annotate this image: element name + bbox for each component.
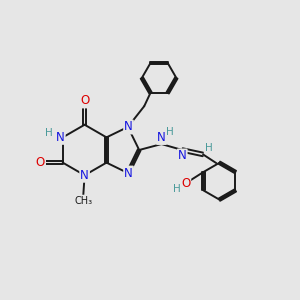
Text: O: O xyxy=(181,177,190,190)
Text: CH₃: CH₃ xyxy=(74,196,92,206)
Text: H: H xyxy=(205,143,212,153)
Text: N: N xyxy=(124,167,133,179)
Text: N: N xyxy=(178,149,187,162)
Text: N: N xyxy=(56,131,65,144)
Text: N: N xyxy=(157,131,166,144)
Text: N: N xyxy=(80,169,89,182)
Text: N: N xyxy=(124,121,133,134)
Text: H: H xyxy=(46,128,53,138)
Text: O: O xyxy=(80,94,89,107)
Text: H: H xyxy=(173,184,181,194)
Text: H: H xyxy=(166,127,174,136)
Text: O: O xyxy=(36,156,45,169)
